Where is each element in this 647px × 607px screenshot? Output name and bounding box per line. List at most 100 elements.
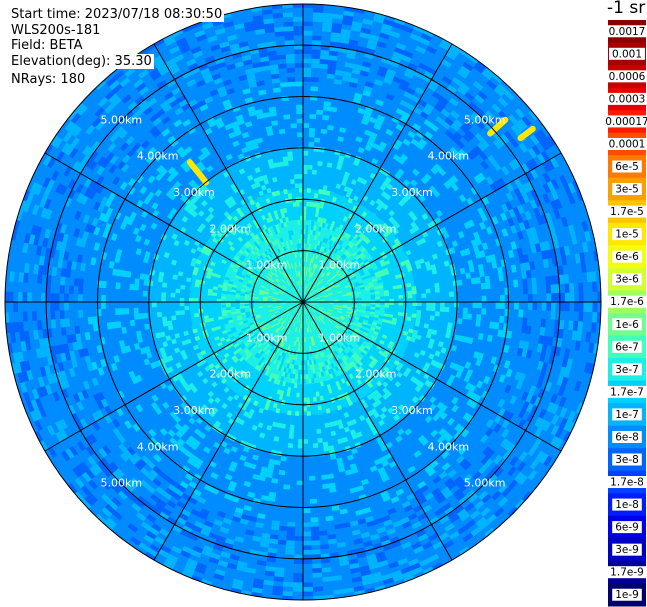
range-gate: [244, 291, 250, 295]
range-gate: [159, 528, 170, 537]
range-gate: [353, 381, 360, 387]
range-gate: [171, 545, 183, 555]
range-gate: [156, 164, 165, 174]
range-gate: [208, 120, 217, 128]
range-gate: [54, 345, 61, 355]
range-gate: [160, 544, 172, 554]
range-gate: [287, 306, 292, 309]
range-gate: [296, 471, 303, 477]
range-gate: [303, 360, 306, 366]
range-gate: [435, 116, 445, 125]
range-gate: [102, 467, 112, 478]
range-gate: [416, 309, 422, 315]
range-gate: [159, 168, 168, 177]
range-gate: [447, 178, 455, 187]
range-gate: [188, 62, 199, 71]
range-gate: [163, 251, 170, 259]
range-gate: [303, 280, 305, 286]
range-gate: [191, 257, 198, 263]
range-gate: [280, 287, 286, 291]
range-gate: [339, 37, 350, 44]
range-gate: [313, 254, 317, 260]
range-gate: [107, 216, 115, 225]
range-gate: [439, 515, 450, 525]
range-gate: [55, 420, 64, 432]
range-gate: [307, 341, 310, 347]
range-gate: [134, 319, 140, 326]
range-gate: [340, 451, 348, 458]
range-gate: [173, 328, 179, 335]
range-gate: [150, 222, 158, 230]
range-gate: [90, 257, 97, 266]
range-gate: [300, 332, 302, 338]
range-gate: [278, 124, 285, 130]
range-gate: [85, 469, 96, 480]
range-gate: [203, 76, 214, 84]
range-gate: [377, 466, 386, 474]
range-gate: [34, 419, 43, 432]
range-gate: [518, 372, 526, 383]
range-gate: [133, 313, 139, 320]
range-gate: [266, 360, 272, 366]
range-gate: [321, 326, 325, 331]
range-gate: [146, 334, 152, 341]
range-gate: [227, 330, 233, 336]
range-gate: [332, 236, 338, 243]
range-gate: [270, 68, 279, 75]
range-gate: [197, 203, 205, 211]
range-gate: [245, 350, 251, 356]
range-gate: [181, 354, 189, 361]
range-gate: [503, 130, 514, 141]
range-gate: [130, 325, 137, 333]
range-gate: [523, 254, 530, 263]
range-gate: [357, 360, 363, 367]
range-gate: [336, 255, 341, 261]
range-gate: [154, 414, 163, 423]
range-gate: [112, 328, 118, 336]
range-gate: [407, 344, 414, 351]
range-gate: [492, 246, 499, 255]
range-gate: [539, 352, 546, 363]
range-gate: [211, 73, 222, 81]
range-gate: [138, 302, 143, 308]
range-gate: [439, 184, 448, 192]
range-gate: [471, 239, 478, 247]
range-gate: [347, 298, 353, 301]
range-gate: [559, 174, 568, 187]
range-gate: [151, 394, 159, 402]
range-gate: [267, 299, 273, 301]
range-gate: [247, 106, 256, 113]
range-gate: [383, 366, 390, 373]
range-gate: [158, 271, 165, 278]
range-gate: [72, 393, 81, 403]
range-gate: [101, 280, 107, 289]
range-gate: [89, 354, 96, 363]
range-gate: [333, 303, 339, 305]
range-gate: [174, 107, 184, 116]
range-gate: [229, 246, 235, 252]
range-gate: [330, 269, 336, 275]
range-gate: [533, 197, 542, 208]
range-gate: [365, 345, 371, 351]
range-gate: [26, 369, 34, 381]
range-gate: [510, 225, 518, 234]
range-gate: [345, 167, 352, 174]
range-gate: [336, 419, 343, 425]
range-gate: [234, 507, 244, 514]
range-gate: [429, 79, 440, 88]
range-gate: [485, 176, 494, 186]
range-gate: [319, 315, 324, 319]
range-gate: [520, 262, 526, 272]
range-gate: [161, 282, 168, 288]
range-gate: [195, 457, 204, 466]
range-gate: [253, 338, 259, 343]
range-gate: [395, 347, 402, 354]
range-gate: [328, 294, 334, 297]
range-gate: [318, 265, 322, 271]
range-gate: [218, 265, 225, 270]
range-gate: [211, 407, 219, 414]
range-gate: [336, 277, 341, 281]
range-gate: [274, 214, 280, 220]
range-gate: [76, 341, 83, 350]
range-gate: [351, 333, 357, 338]
